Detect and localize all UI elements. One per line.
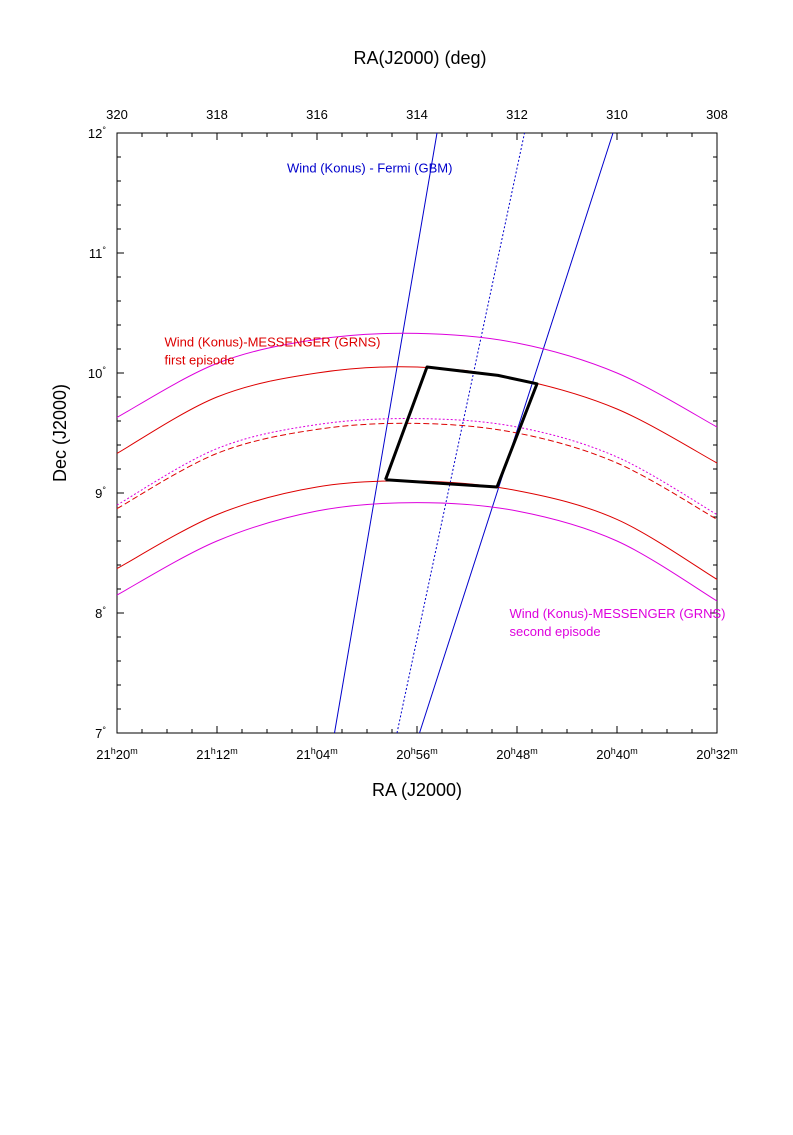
wind-fermi-center-line	[396, 132, 525, 734]
left-tick-label: 9°	[95, 485, 106, 501]
plot-frame	[116, 132, 718, 734]
messenger-first-center-line	[116, 422, 718, 520]
messenger-first-label: Wind (Konus)-MESSENGER (GRNS)	[165, 335, 381, 350]
bottom-tick-label: 21h04m	[296, 746, 337, 762]
top-tick-label: 314	[406, 107, 428, 122]
top-tick-label: 308	[706, 107, 728, 122]
wind-fermi-edge-1-line	[334, 132, 438, 734]
top-tick-label: 318	[206, 107, 228, 122]
messenger-second-label: Wind (Konus)-MESSENGER (GRNS)	[510, 606, 726, 621]
left-axis-title: Dec (J2000)	[50, 384, 70, 482]
top-tick-label: 320	[106, 107, 128, 122]
left-tick-label: 11°	[89, 245, 107, 261]
top-tick-label: 312	[506, 107, 528, 122]
messenger-second-outer-line	[116, 332, 718, 428]
bottom-tick-label: 20h48m	[496, 746, 537, 762]
bottom-axis-title: RA (J2000)	[372, 780, 462, 800]
messenger-second-inner-line	[116, 502, 718, 602]
annotations: Wind (Konus) - Fermi (GBM) Wind (Konus)-M…	[165, 161, 726, 639]
left-tick-label: 8°	[95, 605, 106, 621]
top-axis-title: RA(J2000) (deg)	[353, 48, 486, 68]
messenger-first-inner-line	[116, 480, 718, 580]
bottom-tick-label: 21h12m	[196, 746, 237, 762]
bottom-tick-label: 20h40m	[596, 746, 637, 762]
bottom-tick-label: 20h56m	[396, 746, 437, 762]
tick-labels: 320 318 316 314 312 310 308 21h20m 21h12m 21h04m 2…	[88, 107, 738, 762]
bottom-tick-label: 20h32m	[696, 746, 737, 762]
left-tick-label: 10°	[88, 365, 106, 381]
error-box-line	[384, 365, 539, 489]
left-tick-label: 12°	[88, 125, 106, 141]
messenger-second-label: second episode	[510, 624, 601, 639]
messenger-first-label: first episode	[165, 353, 235, 368]
messenger-first-outer-line	[116, 366, 718, 464]
tick-marks	[116, 132, 718, 734]
left-tick-label: 7°	[95, 725, 106, 741]
messenger-second-center-line	[116, 418, 718, 516]
wind-fermi-label: Wind (Konus) - Fermi (GBM)	[287, 161, 452, 176]
bottom-tick-label: 21h20m	[96, 746, 137, 762]
top-tick-label: 310	[606, 107, 628, 122]
series-layer	[116, 132, 718, 734]
top-tick-label: 316	[306, 107, 328, 122]
